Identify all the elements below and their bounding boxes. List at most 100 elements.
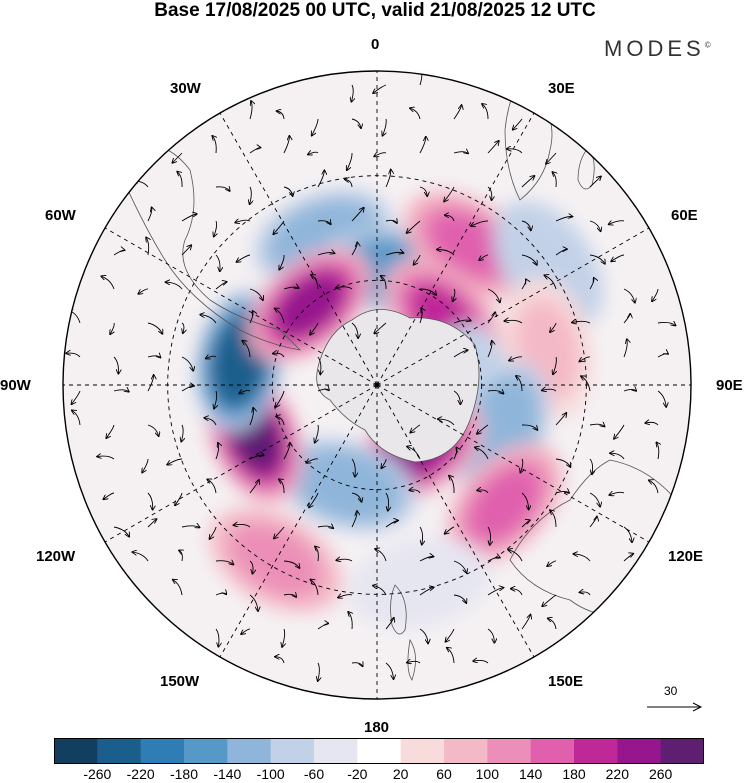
wind-vector <box>132 552 149 562</box>
wind-vector <box>317 221 331 225</box>
wind-vector <box>419 556 433 562</box>
colorbar-bin-0 <box>54 738 98 764</box>
wind-vector <box>345 179 353 188</box>
wind-vector <box>381 276 387 290</box>
wind-vector <box>407 661 421 663</box>
wind-vector <box>167 458 183 465</box>
wind-vector <box>553 356 556 374</box>
colorbar-bin-7 <box>357 738 402 764</box>
longitude-label-30w: 30W <box>170 80 201 97</box>
wind-vector <box>657 390 666 407</box>
wind-vector <box>407 220 421 233</box>
longitude-label-150e: 150E <box>548 673 584 690</box>
wind-vector <box>279 254 285 270</box>
wind-vector <box>521 176 534 188</box>
wind-vector <box>237 254 251 262</box>
wind-vector <box>589 278 594 290</box>
wind-vector <box>113 250 125 256</box>
wind-vector <box>336 287 353 289</box>
wind-vector <box>239 390 251 393</box>
longitude-label-180: 180 <box>364 719 390 736</box>
wind-vector <box>548 618 557 630</box>
wind-vector <box>72 390 81 404</box>
wind-vector <box>249 148 261 154</box>
wind-vector <box>206 356 217 358</box>
wind-vector <box>336 559 353 561</box>
wind-vector <box>488 526 490 545</box>
wind-vector <box>649 480 659 494</box>
longitude-label-0: 0 <box>371 36 380 53</box>
wind-vector <box>516 376 523 392</box>
wind-vector <box>521 220 531 230</box>
anomaly-pos-135e-level-2 <box>468 467 541 541</box>
wind-vector <box>147 375 154 392</box>
wind-vector <box>283 287 299 290</box>
wind-vector <box>521 615 531 630</box>
wind-vector <box>175 492 183 505</box>
wind-vector <box>215 561 233 565</box>
wind-vector <box>273 353 285 358</box>
wind-vector <box>166 282 183 290</box>
wind-vector <box>374 322 387 334</box>
wind-vector <box>283 443 290 460</box>
wind-vector <box>385 252 403 256</box>
wind-vector <box>453 105 462 120</box>
wind-vector <box>473 660 489 663</box>
wind-vector <box>351 242 357 256</box>
wind-vector <box>351 84 353 102</box>
wind-vector <box>146 238 149 256</box>
wind-vector <box>407 447 421 460</box>
wind-vector <box>249 480 259 494</box>
wind-vector <box>274 526 285 539</box>
colorbar-tick: 220 <box>605 766 630 782</box>
wind-vector <box>487 588 503 596</box>
wind-vector <box>419 288 436 295</box>
wind-vector <box>609 492 625 495</box>
wind-vector <box>581 376 591 392</box>
wind-vector <box>520 458 522 473</box>
wind-vector <box>279 479 285 494</box>
wind-vector <box>657 354 668 358</box>
wind-vector <box>410 108 421 120</box>
wind-vector <box>103 492 115 499</box>
wind-vector <box>445 215 455 222</box>
wind-vector <box>283 136 289 154</box>
wind-vector <box>249 455 264 460</box>
wind-vector <box>283 186 293 196</box>
wind-vector <box>308 152 319 154</box>
colorbar-tick: -180 <box>169 766 199 782</box>
wind-vector <box>147 424 159 436</box>
wind-vector <box>623 339 627 358</box>
wind-vector <box>181 356 193 371</box>
parallel-circle <box>167 175 587 595</box>
wind-vector <box>250 186 252 204</box>
wind-vector <box>511 589 523 596</box>
wind-vector <box>317 356 321 374</box>
wind-vector <box>310 322 319 335</box>
longitude-label-150w: 150W <box>160 673 200 690</box>
wind-vector <box>347 152 353 170</box>
south-america <box>109 143 302 351</box>
wind-vector <box>487 141 499 154</box>
map-title: Base 17/08/2025 00 UTC, valid 21/08/2025… <box>154 0 596 21</box>
wind-vector <box>521 492 529 509</box>
wind-vector <box>487 288 500 302</box>
wind-vector <box>487 341 492 358</box>
colorbar <box>54 738 704 764</box>
colorbar-bin-10 <box>487 738 532 764</box>
wind-vector <box>521 279 526 290</box>
colorbar-bin-13 <box>617 738 662 764</box>
wind-vector <box>385 662 394 679</box>
wind-vector <box>589 220 601 231</box>
wind-vector <box>306 459 319 463</box>
colorbar-bin-1 <box>97 738 142 764</box>
colorbar-ticks: -260 -220 -180 -140 -100 -60 -20 20 60 100 140 180 2… <box>0 766 750 783</box>
wind-vector <box>438 419 455 426</box>
wind-vector <box>513 118 523 130</box>
wind-vector <box>142 458 149 473</box>
parallel-circle <box>271 279 483 491</box>
wind-vector <box>311 275 319 290</box>
wind-vector <box>72 410 81 426</box>
wind-vector <box>210 526 217 539</box>
longitude-label-90e: 90E <box>716 377 743 394</box>
